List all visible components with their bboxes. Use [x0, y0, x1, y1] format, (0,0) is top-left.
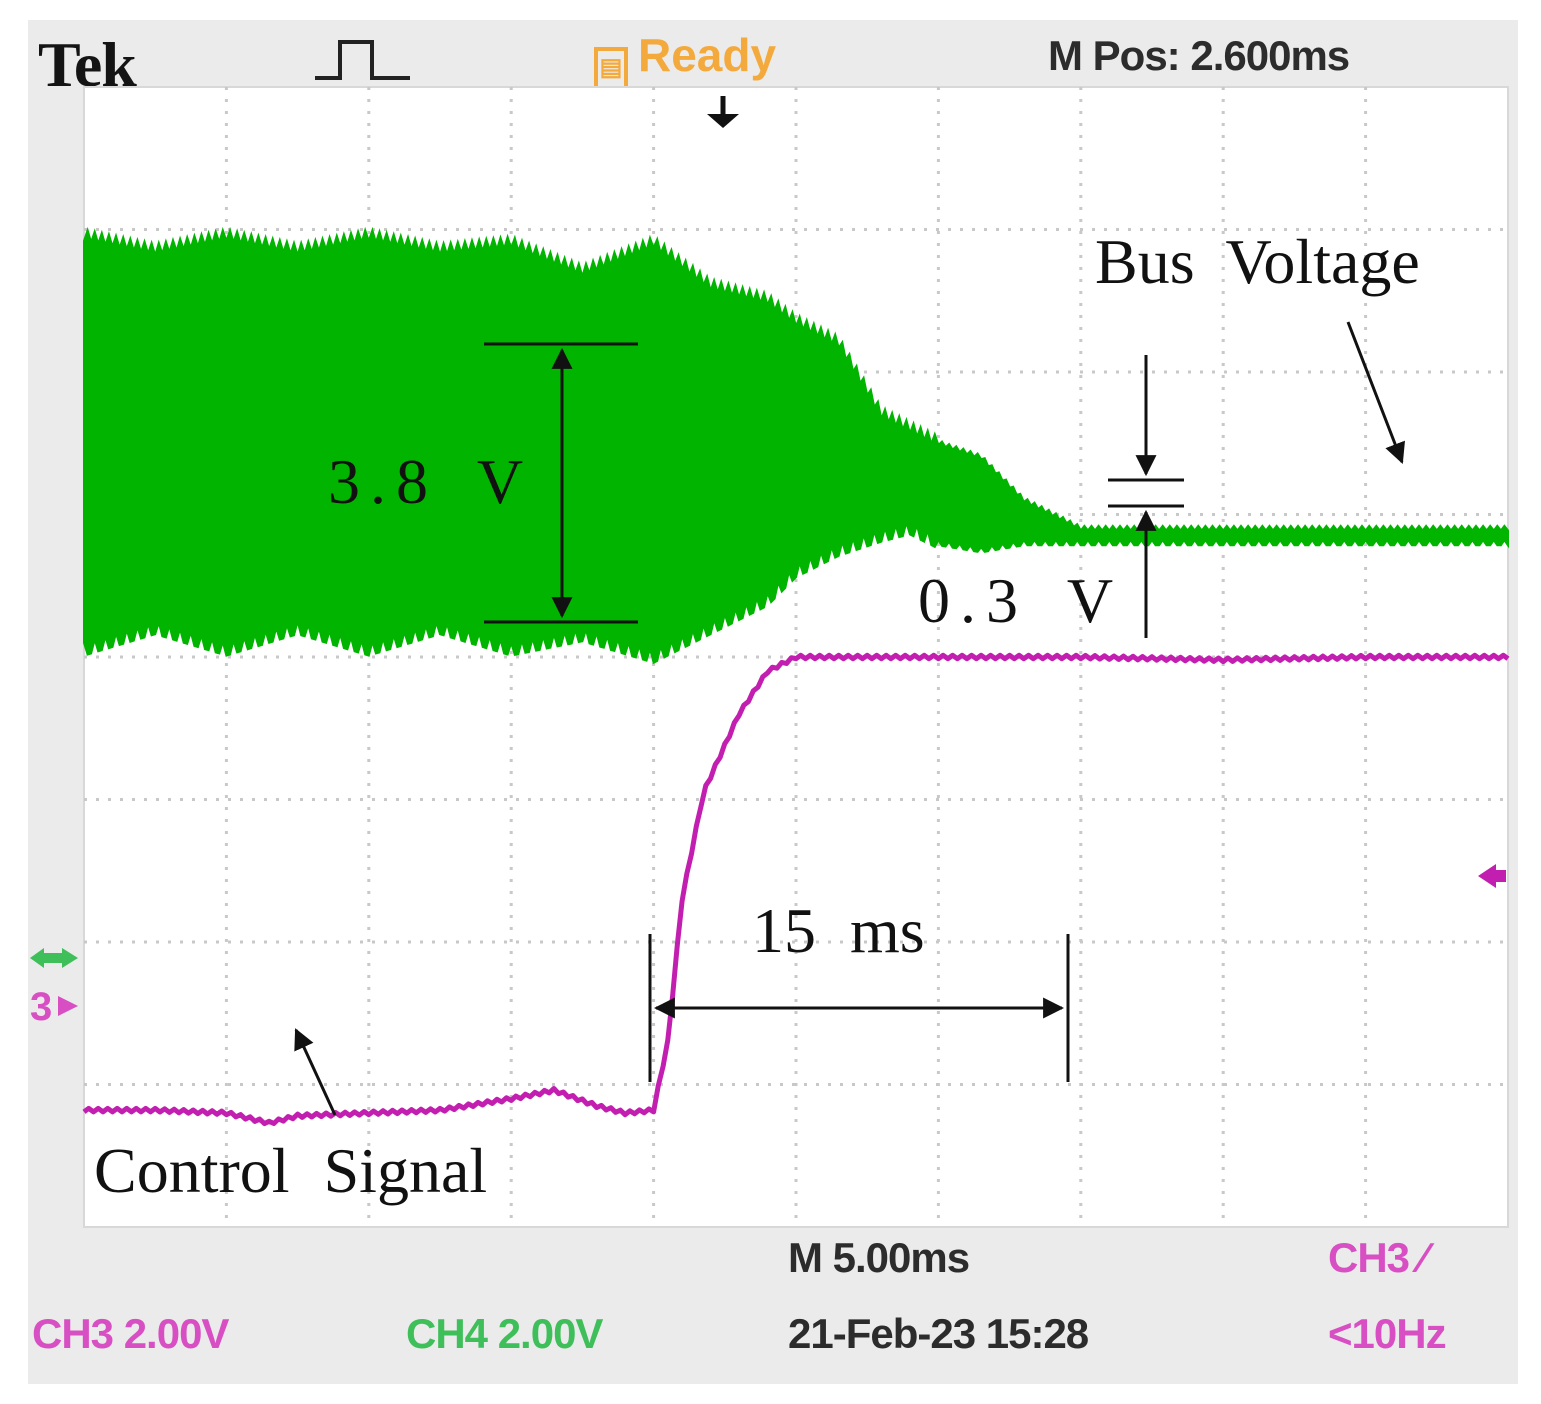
trigger-pulse-icon	[315, 40, 410, 80]
amplitude-before-label: 3.8 V	[328, 446, 533, 517]
ch3-ground-marker-icon: 3	[30, 985, 78, 1029]
horizontal-position-readout: M Pos: 2.600ms	[1048, 32, 1350, 79]
amplitude-after-label: 0.3 V	[918, 565, 1123, 636]
trigger-level-icon	[1478, 864, 1506, 888]
trigger-position-icon	[707, 96, 739, 128]
ch4-ground-marker-icon	[30, 948, 78, 968]
control-signal-trace	[82, 652, 1510, 1127]
annotations: Bus Voltage 3.8 V 0.3 V 15 ms Control Si…	[94, 226, 1420, 1206]
ch3-scale-readout: CH3 2.00V	[32, 1310, 229, 1357]
status-text: Ready	[638, 29, 777, 81]
trigger-source-readout: CH3 ⁄	[1328, 1234, 1427, 1281]
bus-voltage-pointer	[1346, 321, 1405, 464]
acquisition-status: ▤ Ready	[594, 28, 776, 91]
bus-voltage-trace	[83, 226, 1509, 665]
timebase-readout: M 5.00ms	[788, 1234, 970, 1281]
trigger-frequency-readout: <10Hz	[1328, 1310, 1447, 1357]
traces	[82, 226, 1510, 1127]
control-signal-pointer	[294, 1028, 337, 1116]
control-signal-label: Control Signal	[94, 1135, 487, 1206]
graticule-grid	[84, 87, 1508, 1227]
datetime-readout: 21-Feb-23 15:28	[788, 1310, 1089, 1357]
ch4-scale-readout: CH4 2.00V	[406, 1310, 603, 1357]
response-time-label: 15 ms	[752, 895, 925, 966]
ch3-marker-label: 3	[30, 985, 52, 1029]
bus-voltage-label: Bus Voltage	[1095, 226, 1420, 297]
